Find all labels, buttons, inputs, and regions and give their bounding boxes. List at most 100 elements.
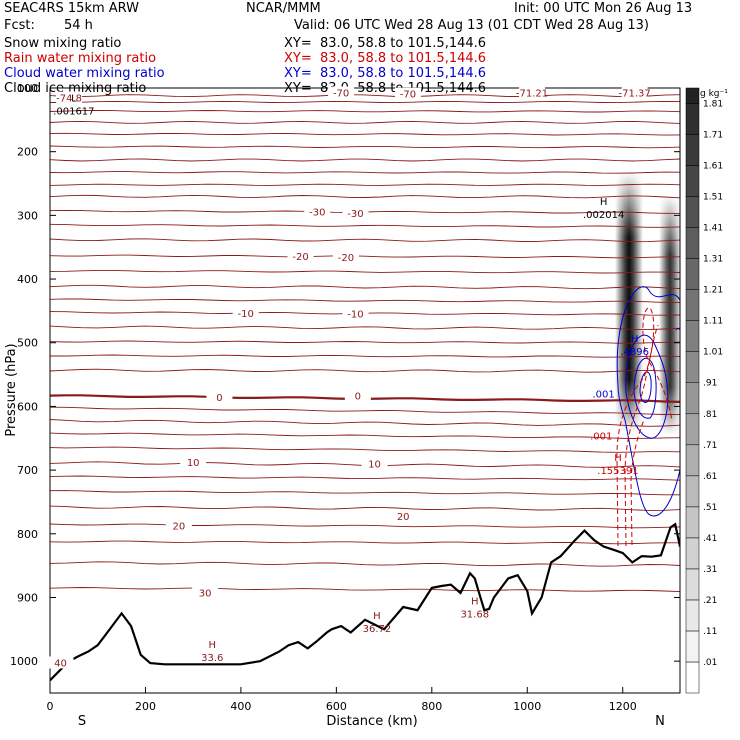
cloud-water-outer-contour (616, 286, 680, 517)
temperature-label-bg (332, 250, 359, 263)
isotherm-line (50, 475, 680, 481)
extremum-marker: H (373, 611, 381, 622)
temperature-label-bg (287, 250, 314, 263)
temperature-label-bg (180, 455, 207, 468)
temperature-contour-label: 20 (172, 522, 185, 533)
isotherm-line (50, 446, 680, 453)
isotherm-line (50, 120, 680, 124)
x-axis: 0 200 400 600 800 1000 1200 (47, 687, 637, 713)
colorbar-swatch (685, 103, 700, 135)
temperature-label-bg (342, 206, 369, 219)
y-tick-label: 1000 (10, 655, 38, 668)
temperature-contour-label: -70 (400, 90, 416, 101)
colorbar-level-label: .11 (703, 627, 717, 637)
colorbar-swatch (685, 599, 700, 632)
valid-time-label: Valid: 06 UTC Wed 28 Aug 13 (01 CDT Wed … (294, 18, 649, 33)
temperature-label-bg (344, 389, 371, 402)
isotherm-line (50, 587, 680, 593)
isotherm-line (50, 171, 680, 174)
y-tick-label: 800 (17, 528, 38, 541)
colorbar-level-label: 1.71 (703, 131, 723, 141)
colorbar-swatch (685, 568, 700, 601)
colorbar-unit-label: g kg⁻¹ (700, 89, 728, 99)
isotherm-line (50, 158, 680, 162)
colorbar-level-label: 1.11 (703, 317, 723, 327)
extremum-marker: L (71, 93, 77, 104)
isotherm-line (50, 419, 680, 427)
colorbar-swatch (685, 382, 700, 415)
colorbar-level-label: 1.51 (703, 193, 723, 203)
colorbar-level-label: .81 (703, 410, 717, 420)
field-xy-snow: XY= 83.0, 58.8 to 101.5,144.6 (284, 36, 487, 51)
temperature-label-bg (390, 509, 417, 522)
colorbar-level-label: 1.01 (703, 348, 723, 358)
isotherm-line (50, 194, 680, 199)
temperature-label-bg (304, 205, 331, 218)
colorbar-level-label: .51 (703, 503, 717, 513)
temperature-contour-label: 0 (355, 392, 361, 403)
rain-water-mid-contour (624, 324, 659, 547)
extremum-value: 33.6 (201, 653, 223, 664)
forecast-hour-value: 54 h (64, 18, 93, 33)
extremum-marker: H (600, 197, 608, 208)
colorbar-level-label: .31 (703, 565, 717, 575)
y-tick-label: 500 (17, 337, 38, 350)
colorbar-level-label: .91 (703, 379, 717, 389)
temperature-label-bg (519, 86, 546, 99)
colorbar-level-label: .61 (703, 472, 717, 482)
south-end-label: S (78, 714, 86, 729)
extremum-value: .4896 (620, 347, 649, 358)
isotherm-line (50, 145, 680, 149)
isotherm-line (50, 406, 680, 415)
plot-frame (49, 87, 681, 694)
y-tick-label: 700 (17, 464, 38, 477)
north-end-label: N (655, 714, 665, 729)
colorbar-swatch (685, 196, 700, 228)
colorbar-level-label: 1.21 (703, 286, 723, 296)
colorbar-level-label: .71 (703, 441, 717, 451)
temperature-contour-label: 10 (187, 458, 200, 469)
x-tick-label: 600 (326, 700, 347, 713)
terrain-profile (50, 522, 680, 682)
x-tick-label: 800 (421, 700, 442, 713)
extremum-value: 31.68 (460, 609, 489, 620)
colorbar-level-label: 1.31 (703, 255, 723, 265)
isotherm-line (50, 100, 680, 104)
colorbar-swatch (685, 413, 700, 446)
extremum-value: 36.72 (363, 624, 392, 635)
temperature-contour-label: 20 (397, 512, 410, 523)
isotherm-line (50, 561, 680, 567)
colorbar-level-label: 1.41 (703, 224, 723, 234)
cloud-water-inner-contour (633, 357, 657, 419)
cloud-ice-shading (615, 172, 680, 435)
model-title: SEAC4RS 15km ARW (4, 1, 140, 16)
field-name-cloud-water: Cloud water mixing ratio (4, 66, 165, 81)
cloud-water-edge-contour (675, 328, 680, 345)
field-name-rain: Rain water mixing ratio (4, 51, 157, 66)
cloud-water-contours (616, 286, 680, 517)
y-tick-label: 100 (17, 82, 38, 95)
y-tick-label: 300 (17, 209, 38, 222)
isotherm-line (50, 238, 680, 243)
temperature-contour-label: -71.37 (619, 88, 651, 99)
temperature-contour-label: 40 (54, 658, 67, 669)
isotherm-line (50, 94, 680, 98)
extremum-value: .155391 (597, 466, 638, 477)
init-time-label: Init: 00 UTC Mon 26 Aug 13 (514, 1, 693, 16)
temperature-label-bg (192, 586, 219, 599)
colorbar-level-label: .41 (703, 534, 717, 544)
temperature-label-bg (206, 390, 233, 403)
x-tick-label: 1200 (609, 700, 637, 713)
x-tick-label: 1000 (513, 700, 541, 713)
isotherm-line (50, 540, 680, 545)
isotherm-line (50, 298, 680, 304)
temperature-contour-label: -20 (338, 253, 354, 264)
y-tick-label: 900 (17, 591, 38, 604)
isotherm-line (50, 132, 680, 136)
colorbar-swatch (685, 661, 700, 694)
colorbar-level-label: 1.81 (703, 100, 723, 110)
rain-water-inner-contour (630, 419, 645, 546)
temperature-label-bg (342, 307, 369, 320)
